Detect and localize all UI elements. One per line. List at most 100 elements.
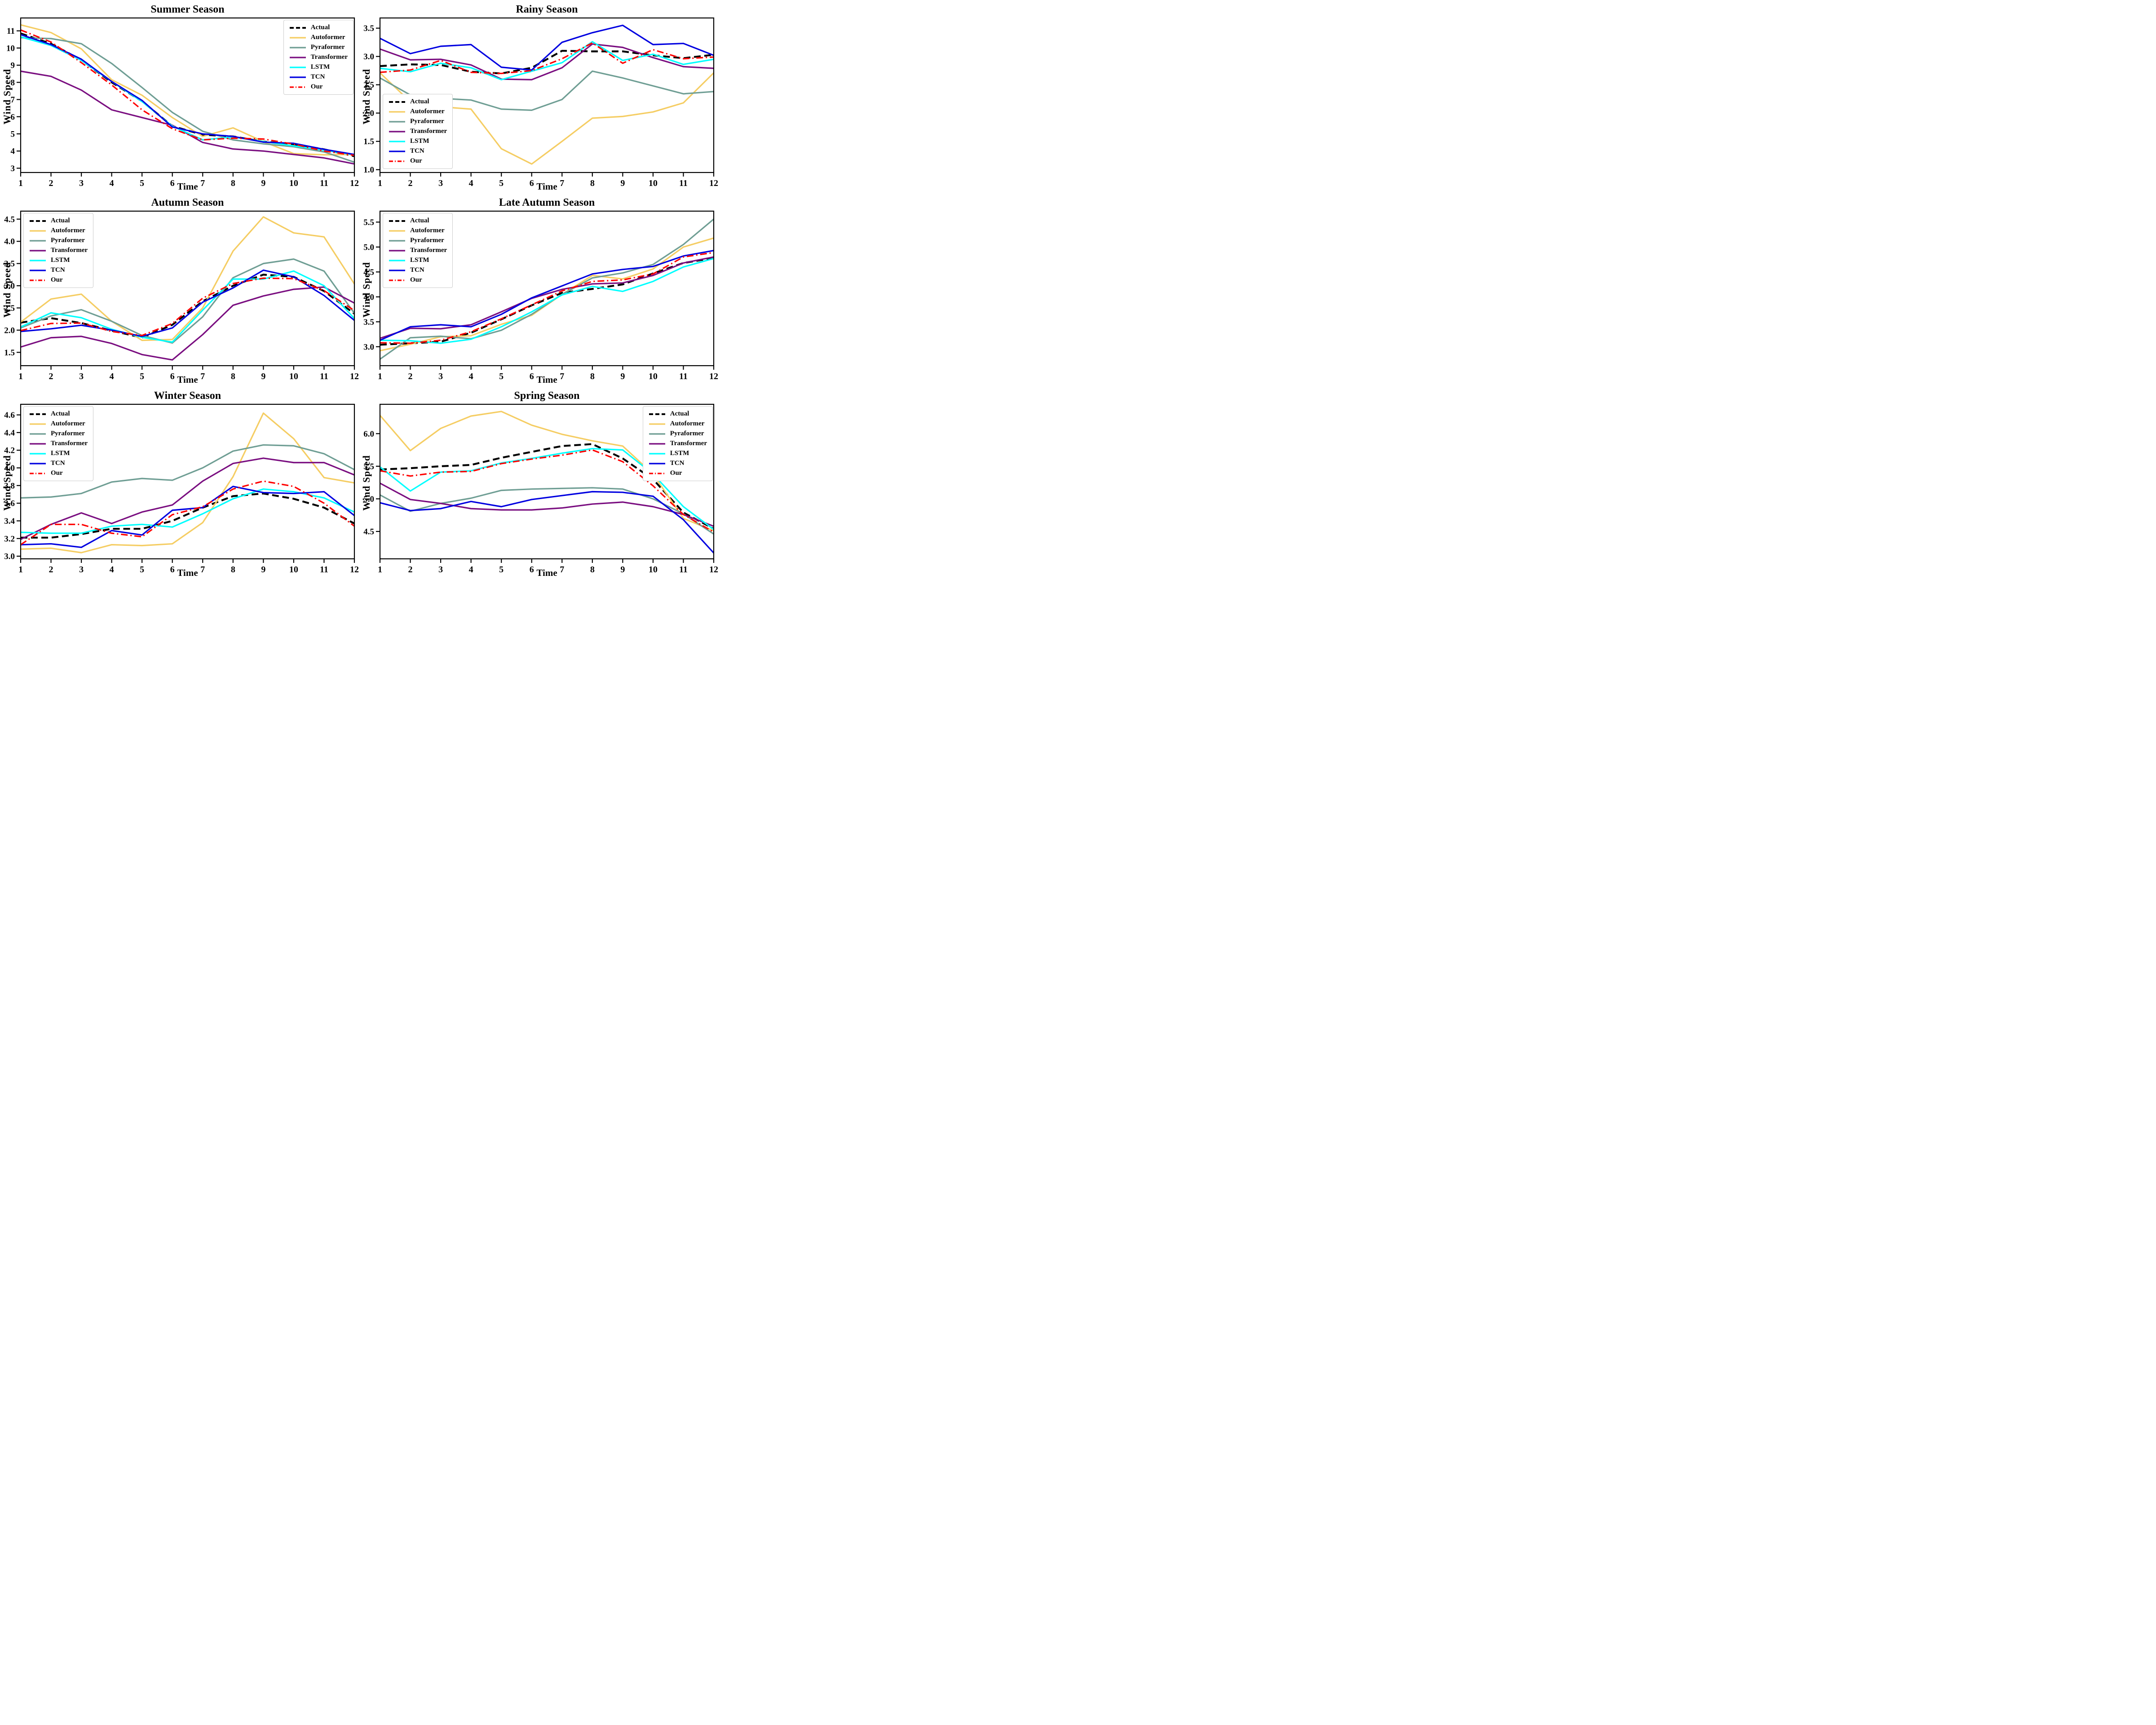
- legend-item-autoformer: Autoformer: [649, 420, 707, 428]
- series-line-transformer: [380, 43, 714, 80]
- wind-speed-forecast-figure: 1 2 3 4 5 6 7 8 9 10 11 12 3 4 5 6 7 8 9 10 11 Summer Season…: [0, 0, 719, 579]
- x-tick-label: 4: [469, 372, 473, 381]
- late-autumn-plot-canvas: 1 2 3 4 5 6 7 8 9 10 11 123.03.54.04.55.05.5: [363, 210, 718, 381]
- legend-label: TCN: [670, 460, 685, 467]
- legend-item-lstm: LSTM: [389, 257, 447, 264]
- x-tick-label: 5: [499, 178, 504, 188]
- x-tick-label: 2: [408, 372, 413, 381]
- y-tick-label: 5.0: [363, 243, 374, 252]
- legend-item-actual: Actual: [649, 410, 707, 418]
- legend-line-sample: [649, 413, 665, 415]
- legend-item-lstm: LSTM: [29, 450, 88, 457]
- legend-line-sample: [389, 230, 405, 232]
- legend-item-our: Our: [389, 276, 447, 284]
- legend-line-sample: [30, 423, 46, 425]
- legend-label: Actual: [670, 410, 689, 417]
- x-tick-label: 3: [79, 372, 84, 381]
- x-tick-label: 9: [261, 565, 265, 575]
- series-line-lstm: [380, 41, 714, 80]
- x-tick-label: 2: [49, 565, 53, 575]
- legend-label: TCN: [410, 266, 424, 274]
- legend-line-sample: [30, 279, 46, 281]
- x-tick-label: 11: [320, 178, 328, 188]
- x-axis-label: Time: [177, 181, 198, 192]
- legend-item-actual: Actual: [29, 217, 88, 225]
- x-tick-label: 6: [530, 565, 534, 575]
- x-tick-label: 12: [709, 178, 718, 188]
- x-tick-label: 7: [200, 565, 205, 575]
- x-tick-label: 5: [140, 178, 144, 188]
- x-axis-label: Time: [177, 374, 198, 385]
- y-axis-label: Wind Speed: [1, 262, 13, 318]
- autumn-plot-canvas: 1 2 3 4 5 6 7 8 9 10 11 121.52.02.53.03.54.04.5: [4, 210, 359, 381]
- chart-title: Summer Season: [150, 4, 225, 15]
- series-line-tcn: [380, 491, 715, 554]
- legend-label: Actual: [410, 98, 429, 105]
- legend-label: Transformer: [410, 247, 447, 254]
- legend-label: Transformer: [410, 128, 447, 135]
- y-tick-label: 10: [6, 44, 15, 53]
- legend-line-sample: [649, 452, 665, 455]
- x-tick-label: 6: [170, 565, 175, 575]
- legend-label: Pyraformer: [51, 430, 85, 437]
- x-tick-label: 10: [649, 372, 658, 381]
- series-line-lstm: [20, 270, 355, 343]
- x-tick-label: 12: [350, 178, 359, 188]
- legend-label: Our: [410, 276, 422, 283]
- plot-border: [379, 403, 715, 560]
- x-tick-label: 9: [261, 372, 265, 381]
- series-line-actual: [380, 257, 714, 346]
- x-tick-label: 7: [560, 178, 564, 188]
- legend-item-autoformer: Autoformer: [289, 34, 348, 41]
- legend-label: Actual: [51, 410, 70, 417]
- legend-label: Pyraformer: [670, 430, 704, 437]
- legend-label: Transformer: [670, 440, 707, 447]
- x-tick-label: 11: [679, 372, 688, 381]
- x-tick-label: 11: [679, 178, 688, 188]
- x-tick-label: 6: [170, 178, 175, 188]
- legend-label: TCN: [51, 460, 65, 467]
- legend-label: Pyraformer: [410, 118, 444, 125]
- legend-item-autoformer: Autoformer: [29, 420, 88, 428]
- series-line-tcn: [20, 486, 355, 548]
- x-tick-label: 4: [110, 178, 114, 188]
- chart-spring-season: 1 2 3 4 5 6 7 8 9 10 11 12 4.5 5.0 5.5 6.0 Spring Seaso…: [359, 386, 719, 579]
- x-tick-label: 1: [18, 178, 23, 188]
- legend-line-sample: [649, 423, 665, 425]
- y-tick-label: 3.8: [4, 481, 15, 491]
- legend-label: Actual: [51, 217, 70, 224]
- legend-line-sample: [30, 259, 46, 261]
- chart-title: Autumn Season: [151, 197, 224, 208]
- y-axis-label: Wind Speed: [1, 455, 13, 511]
- legend-line-sample: [30, 413, 46, 415]
- y-tick-label: 3: [11, 164, 15, 173]
- legend-line-sample: [389, 269, 405, 271]
- x-tick-label: 4: [110, 372, 114, 381]
- legend-item-transformer: Transformer: [649, 440, 707, 447]
- chart-winter-season: 1 2 3 4 5 6 7 8 9 10 11 12 3.0 3.2 3.4 3.6 3.8 4.0 4.2 4.4 4…: [0, 386, 359, 579]
- y-tick-label: 3.0: [4, 282, 15, 291]
- legend-label: TCN: [410, 147, 424, 155]
- legend-line-sample: [389, 160, 405, 162]
- chart-title: Late Autumn Season: [499, 197, 595, 208]
- y-tick-label: 3.2: [4, 534, 15, 544]
- series-line-actual: [21, 492, 355, 539]
- legend-item-tcn: TCN: [389, 266, 447, 274]
- legend-item-tcn: TCN: [389, 147, 447, 155]
- legend-line-sample: [389, 239, 405, 242]
- y-tick-label: 1.0: [363, 165, 374, 175]
- x-tick-label: 9: [620, 372, 625, 381]
- y-tick-label: 2.5: [363, 80, 374, 90]
- legend-item-transformer: Transformer: [29, 440, 88, 447]
- spring-plot-canvas: 1 2 3 4 5 6 7 8 9 10 11 124.55.05.56.0: [363, 403, 718, 575]
- winter-plot-canvas: 1 2 3 4 5 6 7 8 9 10 11 123.03.23.43.63.84.04.24.44…: [4, 403, 359, 575]
- y-tick-label: 3.5: [4, 259, 15, 269]
- legend-line-sample: [389, 249, 405, 252]
- chart-title: Winter Season: [154, 390, 221, 402]
- x-tick-label: 3: [438, 178, 443, 188]
- legend-item-autoformer: Autoformer: [389, 227, 447, 234]
- legend-label: LSTM: [51, 257, 70, 264]
- legend-item-pyraformer: Pyraformer: [389, 118, 447, 125]
- y-tick-label: 6: [11, 112, 15, 122]
- chart-title: Rainy Season: [516, 4, 578, 15]
